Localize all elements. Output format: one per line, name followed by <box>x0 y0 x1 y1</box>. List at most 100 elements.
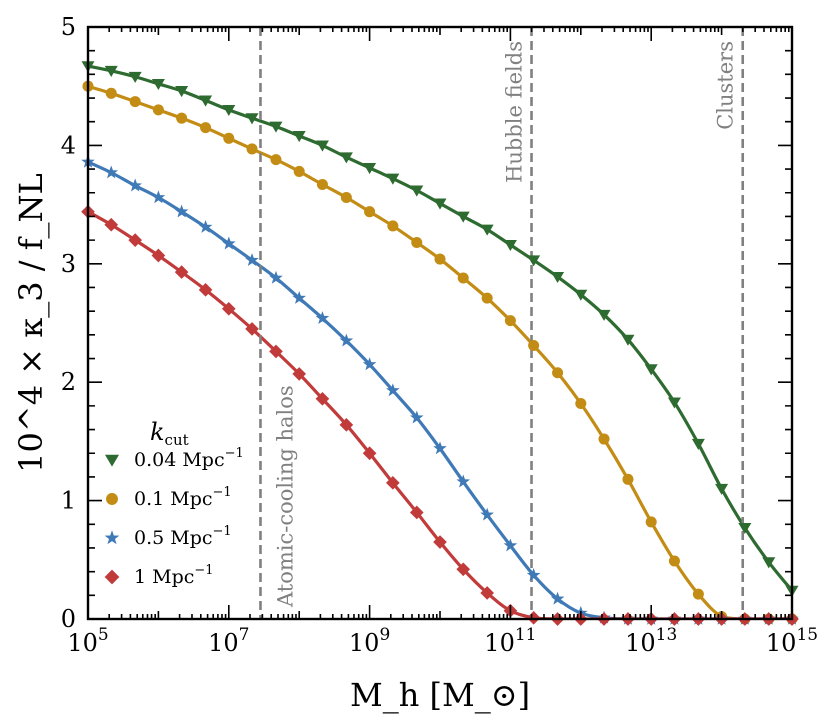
series-2-point-6 <box>222 236 236 250</box>
series-1-point-22 <box>598 433 610 445</box>
series-1-point-1 <box>105 87 117 99</box>
series-line-3 <box>88 210 792 619</box>
x-tick-label-3: 1011 <box>484 625 536 657</box>
annotation-lines <box>259 27 745 619</box>
series-1-point-25 <box>668 555 680 567</box>
axis-titles: M_h [M_⊙] 10^4 × κ_3 / f_NL <box>12 173 530 714</box>
series-0-point-5 <box>199 95 213 107</box>
legend-label-3: 1 Mpc−1 <box>134 563 214 588</box>
y-tick-label-1: 1 <box>61 487 76 515</box>
axis-ticks <box>87 27 793 620</box>
series-0-point-17 <box>480 224 494 236</box>
series-0-point-3 <box>151 78 165 91</box>
series-1-point-6 <box>223 132 235 144</box>
series-0-point-16 <box>456 211 470 223</box>
series-3-point-16 <box>456 562 471 577</box>
series-0-point-29 <box>762 557 776 569</box>
series-3-point-6 <box>221 301 236 316</box>
series-1-point-7 <box>246 143 258 155</box>
series-0-point-13 <box>386 173 400 185</box>
series-3-point-17 <box>480 586 494 600</box>
series-0-point-19 <box>527 255 541 267</box>
series-0-point-20 <box>551 271 565 283</box>
series-2-point-10 <box>315 311 330 325</box>
series-2-point-3 <box>151 190 166 204</box>
series-2-point-12 <box>362 357 377 371</box>
series-2-point-16 <box>456 474 471 488</box>
series-1-point-11 <box>340 191 352 204</box>
series-1-point-19 <box>528 339 540 352</box>
series-3-point-12 <box>362 446 377 461</box>
series-0-point-10 <box>315 140 329 152</box>
series-1-point-12 <box>364 206 376 218</box>
series-0-point-9 <box>292 131 306 143</box>
x-axis-title: M_h [M_⊙] <box>350 676 530 714</box>
x-tick-label-2: 109 <box>349 625 390 657</box>
series-1-point-14 <box>411 236 423 249</box>
series-2-point-5 <box>198 219 213 233</box>
series-3-point-2 <box>128 233 142 247</box>
series-3-point-7 <box>245 322 259 336</box>
y-axis-title: 10^4 × κ_3 / f_NL <box>12 173 50 473</box>
series-3-point-15 <box>433 535 447 549</box>
series-1-point-17 <box>481 292 493 304</box>
series-2-point-2 <box>128 178 142 192</box>
annotation-label-1: Hubble fields <box>503 41 527 183</box>
series-0-point-4 <box>175 86 189 98</box>
series-1-point-26 <box>692 588 704 600</box>
series-2-point-13 <box>386 383 400 397</box>
series-1-point-2 <box>129 96 141 108</box>
series-3-point-8 <box>269 344 283 359</box>
legend-marker-2 <box>104 530 120 545</box>
series-line-0 <box>88 64 792 592</box>
series-1-point-21 <box>575 397 587 410</box>
y-tick-label-2: 2 <box>61 368 76 396</box>
series-0-point-11 <box>339 152 353 164</box>
series-0-point-25 <box>667 397 681 409</box>
series-2-point-1 <box>104 165 119 179</box>
series-2-point-11 <box>339 333 354 347</box>
legend-marker-0 <box>105 454 119 467</box>
series-2-point-8 <box>269 270 283 284</box>
series-0-point-6 <box>222 105 236 117</box>
series-0-point-18 <box>503 239 517 252</box>
series-3-point-10 <box>315 391 330 406</box>
series-0-point-12 <box>363 163 377 175</box>
series-3-point-1 <box>104 217 119 232</box>
series-1-point-4 <box>176 112 188 124</box>
series-3-point-13 <box>386 476 400 490</box>
y-tick-label-3: 3 <box>61 250 76 278</box>
series-1-point-13 <box>387 220 399 232</box>
series-2-point-9 <box>292 290 306 304</box>
legend-label-2: 0.5 Mpc−1 <box>134 524 232 549</box>
series-3-point-5 <box>198 283 213 297</box>
y-tick-label-0: 0 <box>61 605 76 633</box>
series-line-2 <box>88 160 792 619</box>
series-1-point-16 <box>457 272 469 284</box>
legend-label-0: 0.04 Mpc−1 <box>134 446 244 471</box>
legend-label-1: 0.1 Mpc−1 <box>134 485 232 510</box>
series-2-point-19 <box>526 568 541 581</box>
series-3-point-11 <box>339 417 354 432</box>
series-1-point-3 <box>152 104 164 116</box>
y-tick-label-5: 5 <box>61 13 76 41</box>
series-1-point-20 <box>552 367 564 379</box>
series-2-point-4 <box>174 204 189 218</box>
series-0-point-2 <box>128 71 142 83</box>
series-0-point-14 <box>410 185 424 197</box>
series-2-point-17 <box>480 507 494 521</box>
annotation-label-0: Atomic-cooling halos <box>273 385 297 608</box>
x-tick-label-4: 1013 <box>625 625 677 657</box>
series-3-point-3 <box>151 248 166 263</box>
series-1-point-9 <box>293 165 305 177</box>
series-1-point-10 <box>316 178 328 190</box>
series-0-point-15 <box>433 198 447 210</box>
series-2-point-14 <box>409 410 424 424</box>
series-2-point-7 <box>245 253 259 267</box>
legend-marker-1 <box>106 493 118 505</box>
legend-title: kcut <box>150 418 189 449</box>
series-3-point-14 <box>409 505 424 520</box>
